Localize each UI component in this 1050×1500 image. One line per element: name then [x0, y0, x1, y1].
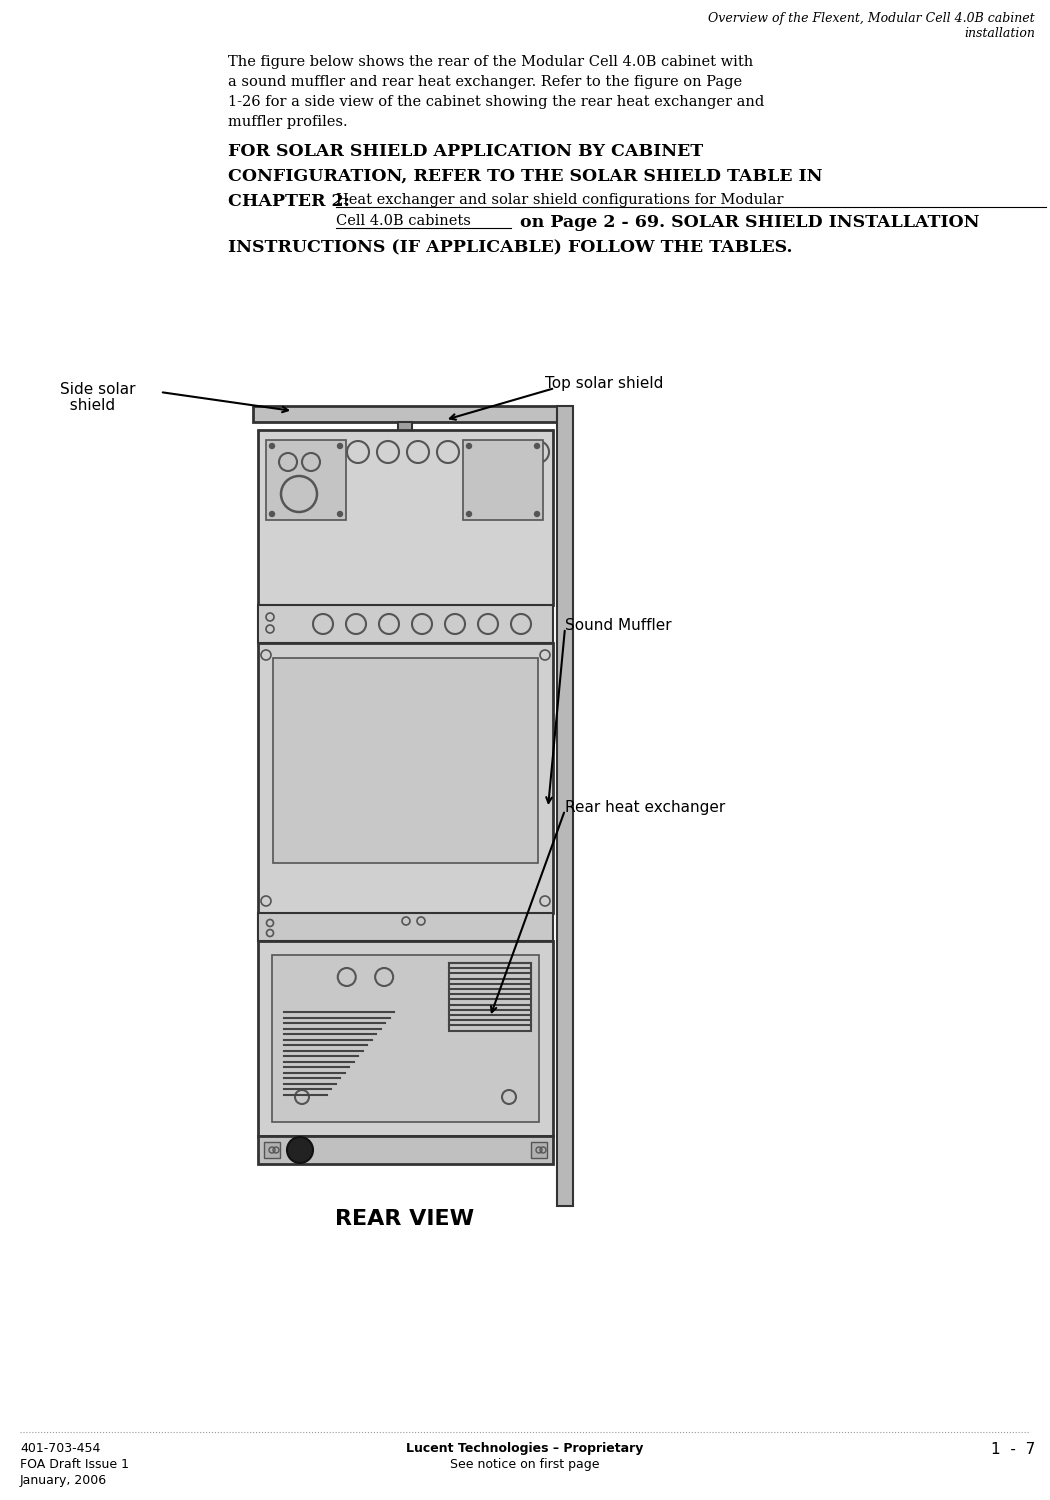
Circle shape	[270, 512, 274, 516]
Circle shape	[337, 512, 342, 516]
Text: 1  -  7: 1 - 7	[991, 1442, 1035, 1456]
Bar	[463, 440, 543, 520]
Text: Top solar shield: Top solar shield	[545, 376, 664, 392]
Text: a sound muffler and rear heat exchanger. Refer to the figure on Page: a sound muffler and rear heat exchanger.…	[228, 75, 742, 88]
Bar	[258, 914, 553, 940]
Text: shield: shield	[60, 398, 116, 412]
Bar	[258, 940, 553, 1136]
Circle shape	[270, 444, 274, 448]
Bar	[531, 1142, 547, 1158]
Circle shape	[466, 444, 471, 448]
Text: CONFIGURATION, REFER TO THE SOLAR SHIELD TABLE IN: CONFIGURATION, REFER TO THE SOLAR SHIELD…	[228, 168, 822, 184]
Bar	[556, 406, 573, 1206]
Bar	[272, 956, 539, 1122]
Text: Rear heat exchanger: Rear heat exchanger	[565, 800, 726, 814]
Bar	[258, 430, 553, 604]
Text: See notice on first page: See notice on first page	[450, 1458, 600, 1472]
Bar	[258, 604, 553, 644]
Text: FOR SOLAR SHIELD APPLICATION BY CABINET: FOR SOLAR SHIELD APPLICATION BY CABINET	[228, 142, 704, 160]
Bar	[273, 658, 538, 862]
Text: INSTRUCTIONS (IF APPLICABLE) FOLLOW THE TABLES.: INSTRUCTIONS (IF APPLICABLE) FOLLOW THE …	[228, 238, 793, 256]
Text: 401-703-454: 401-703-454	[20, 1442, 101, 1455]
Text: CHAPTER 2:: CHAPTER 2:	[228, 194, 356, 210]
Text: Overview of the Flexent, Modular Cell 4.0B cabinet: Overview of the Flexent, Modular Cell 4.…	[709, 12, 1035, 26]
Text: Lucent Technologies – Proprietary: Lucent Technologies – Proprietary	[406, 1442, 644, 1455]
Text: Side solar: Side solar	[60, 382, 135, 398]
Text: installation: installation	[964, 27, 1035, 40]
Bar	[398, 422, 412, 432]
Text: Sound Muffler: Sound Muffler	[565, 618, 672, 633]
Text: 1-26 for a side view of the cabinet showing the rear heat exchanger and: 1-26 for a side view of the cabinet show…	[228, 94, 764, 110]
Text: Heat exchanger and solar shield configurations for Modular: Heat exchanger and solar shield configur…	[336, 194, 783, 207]
Bar	[264, 1142, 280, 1158]
Bar	[253, 406, 558, 422]
Text: Cell 4.0B cabinets: Cell 4.0B cabinets	[336, 214, 470, 228]
Text: FOA Draft Issue 1: FOA Draft Issue 1	[20, 1458, 129, 1472]
Text: January, 2006: January, 2006	[20, 1474, 107, 1486]
Circle shape	[534, 444, 540, 448]
Text: on Page 2 - 69. SOLAR SHIELD INSTALLATION: on Page 2 - 69. SOLAR SHIELD INSTALLATIO…	[514, 214, 980, 231]
Circle shape	[466, 512, 471, 516]
Circle shape	[534, 512, 540, 516]
Text: The figure below shows the rear of the Modular Cell 4.0B cabinet with: The figure below shows the rear of the M…	[228, 56, 753, 69]
Bar	[258, 1136, 553, 1164]
Bar	[266, 440, 346, 520]
Bar	[449, 963, 531, 1030]
Text: REAR VIEW: REAR VIEW	[335, 1209, 475, 1228]
Text: muffler profiles.: muffler profiles.	[228, 116, 348, 129]
Bar	[258, 644, 553, 914]
Circle shape	[337, 444, 342, 448]
Circle shape	[287, 1137, 313, 1162]
